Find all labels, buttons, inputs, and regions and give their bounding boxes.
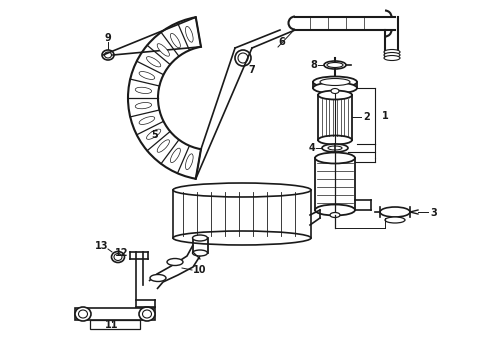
Ellipse shape bbox=[135, 103, 151, 109]
Ellipse shape bbox=[78, 310, 88, 318]
Text: 6: 6 bbox=[278, 37, 285, 47]
Ellipse shape bbox=[318, 90, 352, 99]
Ellipse shape bbox=[330, 212, 340, 217]
Ellipse shape bbox=[171, 148, 180, 163]
Ellipse shape bbox=[114, 253, 122, 261]
Ellipse shape bbox=[171, 33, 180, 48]
Ellipse shape bbox=[167, 258, 183, 266]
Ellipse shape bbox=[102, 50, 114, 60]
Text: 11: 11 bbox=[105, 320, 119, 330]
Ellipse shape bbox=[147, 129, 161, 139]
Ellipse shape bbox=[135, 87, 151, 94]
Ellipse shape bbox=[75, 307, 91, 321]
Ellipse shape bbox=[320, 78, 350, 86]
Ellipse shape bbox=[173, 183, 311, 197]
Bar bbox=[90, 320, 140, 329]
Ellipse shape bbox=[186, 26, 193, 42]
Ellipse shape bbox=[157, 44, 170, 56]
Ellipse shape bbox=[327, 63, 343, 68]
Ellipse shape bbox=[384, 50, 400, 54]
Ellipse shape bbox=[318, 135, 352, 144]
Text: 7: 7 bbox=[248, 65, 255, 75]
Ellipse shape bbox=[143, 310, 151, 318]
Ellipse shape bbox=[313, 82, 357, 94]
Ellipse shape bbox=[112, 252, 124, 262]
Ellipse shape bbox=[385, 217, 405, 223]
Ellipse shape bbox=[324, 61, 346, 69]
Ellipse shape bbox=[139, 307, 155, 321]
Text: 10: 10 bbox=[193, 265, 206, 275]
Ellipse shape bbox=[193, 250, 207, 256]
Ellipse shape bbox=[315, 153, 355, 163]
Ellipse shape bbox=[384, 55, 400, 60]
Text: 2: 2 bbox=[363, 112, 370, 122]
Ellipse shape bbox=[150, 275, 166, 282]
Ellipse shape bbox=[173, 231, 311, 245]
Ellipse shape bbox=[238, 53, 248, 63]
Text: 3: 3 bbox=[430, 208, 437, 218]
Ellipse shape bbox=[331, 89, 339, 94]
Ellipse shape bbox=[322, 144, 348, 152]
Ellipse shape bbox=[147, 57, 161, 67]
Ellipse shape bbox=[380, 207, 410, 217]
Ellipse shape bbox=[104, 52, 112, 58]
Ellipse shape bbox=[139, 72, 155, 80]
Ellipse shape bbox=[235, 50, 251, 66]
Text: 12: 12 bbox=[115, 248, 128, 258]
Text: 1: 1 bbox=[382, 111, 389, 121]
Ellipse shape bbox=[139, 117, 155, 125]
Ellipse shape bbox=[315, 204, 355, 216]
Ellipse shape bbox=[157, 140, 170, 152]
Bar bbox=[173, 190, 311, 238]
Text: 9: 9 bbox=[105, 33, 111, 43]
Ellipse shape bbox=[384, 53, 400, 58]
Ellipse shape bbox=[328, 146, 342, 150]
Ellipse shape bbox=[313, 77, 357, 87]
Text: 13: 13 bbox=[95, 241, 108, 251]
Ellipse shape bbox=[186, 154, 193, 170]
Bar bbox=[75, 308, 155, 320]
Text: 5: 5 bbox=[151, 130, 158, 140]
Ellipse shape bbox=[193, 235, 207, 241]
Text: 8: 8 bbox=[310, 60, 317, 70]
Text: 4: 4 bbox=[308, 143, 315, 153]
